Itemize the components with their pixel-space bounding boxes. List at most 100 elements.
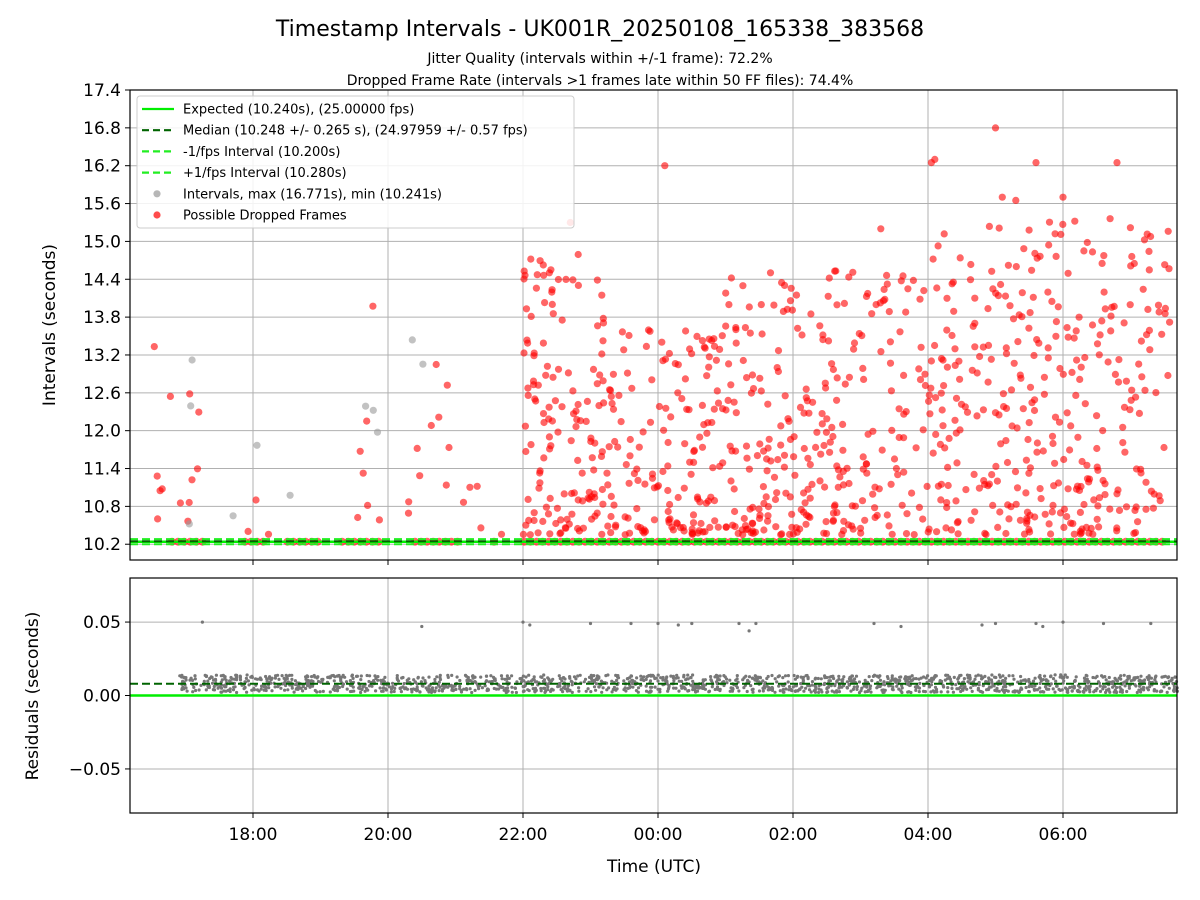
residual-point <box>694 690 698 694</box>
dropped-frame-point <box>826 448 834 456</box>
residual-point <box>470 690 474 695</box>
residual-point <box>737 689 741 693</box>
dropped-frame-point <box>940 230 948 238</box>
dropped-frame-point <box>984 305 992 313</box>
dropped-frame-point <box>722 523 730 531</box>
dropped-frame-point <box>1035 339 1043 347</box>
dropped-frame-point <box>1044 344 1052 352</box>
dropped-frame-point <box>584 494 592 502</box>
residual-point <box>566 687 570 691</box>
dropped-frame-point <box>1013 424 1021 432</box>
residual-point <box>650 685 654 689</box>
dropped-frame-point <box>931 341 939 350</box>
residual-point <box>689 676 693 680</box>
dropped-frame-point <box>558 316 566 324</box>
residual-point <box>486 687 490 691</box>
residual-point <box>1081 689 1085 694</box>
residual-point <box>247 683 251 687</box>
residual-point <box>409 687 413 691</box>
dropped-frame-point <box>1025 226 1033 234</box>
dropped-frame-point <box>1096 331 1104 339</box>
residual-point <box>806 684 810 688</box>
dropped-frame-point <box>877 225 885 233</box>
dropped-frame-point <box>919 515 927 523</box>
dropped-frame-point <box>1044 354 1052 362</box>
residual-point <box>1119 674 1123 678</box>
residual-point <box>599 679 604 683</box>
dropped-frame-point <box>688 350 696 358</box>
dropped-frame-point <box>871 504 879 512</box>
dropped-frame-point <box>800 489 808 497</box>
dropped-frame-point <box>542 371 550 379</box>
residual-point <box>558 681 562 686</box>
residual-point <box>395 677 399 682</box>
residual-point <box>728 678 732 682</box>
residual-point <box>881 688 885 692</box>
dropped-frame-point <box>1165 265 1173 273</box>
dropped-frame-point <box>773 364 781 372</box>
dropped-frame-point <box>921 381 930 390</box>
residual-point <box>1085 677 1089 681</box>
dropped-frame-point <box>1100 252 1108 260</box>
dropped-frame-point <box>435 413 443 421</box>
dropped-frame-point <box>744 525 752 533</box>
dropped-frame-point <box>574 400 582 409</box>
residual-point <box>971 680 976 684</box>
dropped-frame-point <box>1072 327 1080 335</box>
dropped-frame-point <box>646 418 655 426</box>
dropped-frame-point <box>952 497 960 505</box>
residual-point <box>781 690 785 694</box>
residual-point <box>514 690 519 695</box>
residual-point <box>466 675 470 680</box>
dropped-frame-point <box>932 394 940 402</box>
top-y-tick-label: 15.6 <box>83 195 121 215</box>
residual-point <box>304 675 308 679</box>
dropped-frame-point <box>534 381 542 389</box>
residual-outlier-point <box>521 620 525 624</box>
residual-point <box>311 679 315 684</box>
residual-point <box>644 684 648 688</box>
dropped-frame-point <box>1066 446 1074 454</box>
dropped-frame-point <box>540 418 548 427</box>
residual-point <box>946 690 950 694</box>
dropped-frame-point <box>642 342 651 350</box>
residual-point <box>710 685 714 689</box>
residual-point <box>833 682 837 686</box>
residual-point <box>829 684 833 688</box>
dropped-frame-point <box>1045 241 1053 249</box>
dropped-frame-point <box>1063 324 1071 332</box>
residual-point <box>533 680 537 684</box>
residual-point <box>1139 690 1143 694</box>
dropped-frame-point <box>539 339 548 347</box>
residual-outlier-point <box>1101 621 1106 626</box>
residual-point <box>310 684 315 688</box>
residual-point <box>1103 675 1107 679</box>
residual-outlier-point <box>656 621 660 626</box>
dropped-frame-point <box>546 494 554 502</box>
residual-point <box>199 683 203 688</box>
dropped-frame-point <box>808 480 816 488</box>
dropped-frame-point <box>915 503 924 511</box>
residual-point <box>401 675 405 680</box>
dropped-frame-point <box>1030 351 1038 360</box>
residual-point <box>1103 685 1107 689</box>
dropped-frame-point <box>1022 456 1030 464</box>
residual-point <box>345 687 349 691</box>
residual-point <box>1118 685 1122 689</box>
dropped-frame-point <box>973 412 981 420</box>
residual-point <box>398 687 402 691</box>
dropped-frame-point <box>703 372 711 380</box>
dropped-frame-point <box>883 280 891 288</box>
residual-point <box>246 679 250 683</box>
dropped-frame-point <box>687 470 695 478</box>
interval-point <box>286 491 294 499</box>
residual-outlier-point <box>588 621 593 626</box>
dropped-frame-point <box>1070 530 1078 538</box>
dropped-frame-point <box>524 391 532 399</box>
residual-point <box>786 674 791 678</box>
dropped-frame-point <box>1100 288 1108 296</box>
residual-point <box>290 673 294 677</box>
dropped-frame-point <box>786 297 795 305</box>
residual-point <box>1065 690 1069 694</box>
dropped-frame-point <box>840 299 849 307</box>
